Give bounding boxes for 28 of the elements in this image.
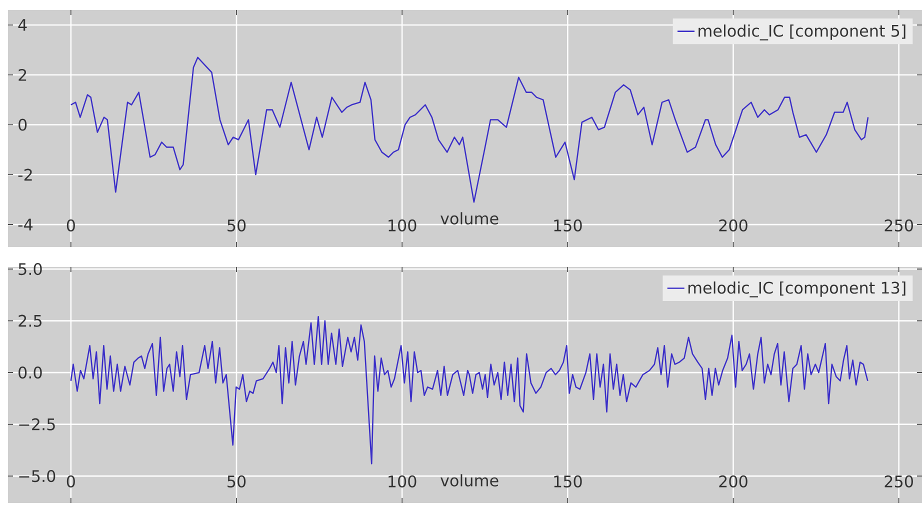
- x-tick-label: 50: [228, 475, 246, 488]
- x-tick-label: 50: [228, 219, 246, 232]
- y-tick-label: 2: [18, 68, 26, 81]
- x-tick-label: 200: [719, 475, 748, 488]
- x-tick-label: 100: [388, 219, 416, 232]
- line-series: [70, 316, 868, 464]
- x-tick-label: 0: [66, 219, 75, 232]
- y-tick-label: 2.5: [18, 314, 42, 327]
- y-tick-label: -2: [18, 168, 32, 181]
- x-tick-label: 250: [884, 219, 913, 232]
- y-tick-label: −2.5: [19, 418, 55, 430]
- y-tick-label: 4: [18, 19, 27, 31]
- legend-label: melodic_IC [component 13]: [688, 281, 906, 298]
- x-tick-label: 0: [66, 475, 75, 488]
- x-tick-label: 100: [388, 475, 416, 488]
- legend-label: melodic_IC [component 5]: [698, 24, 906, 40]
- x-tick-label: 150: [554, 475, 582, 488]
- x-tick-label: 150: [554, 219, 582, 232]
- y-tick-label: −5.0: [19, 470, 56, 482]
- y-tick-label: 0: [18, 118, 27, 131]
- x-tick-label: 250: [884, 475, 913, 488]
- y-tick-label: 0.0: [18, 366, 42, 379]
- y-tick-label: -4: [18, 218, 33, 230]
- x-axis-title: volume: [440, 474, 498, 486]
- x-tick-label: 200: [719, 219, 748, 232]
- line-series: [70, 56, 869, 203]
- y-tick-label: 5.0: [18, 263, 42, 276]
- x-axis-title: volume: [440, 212, 498, 225]
